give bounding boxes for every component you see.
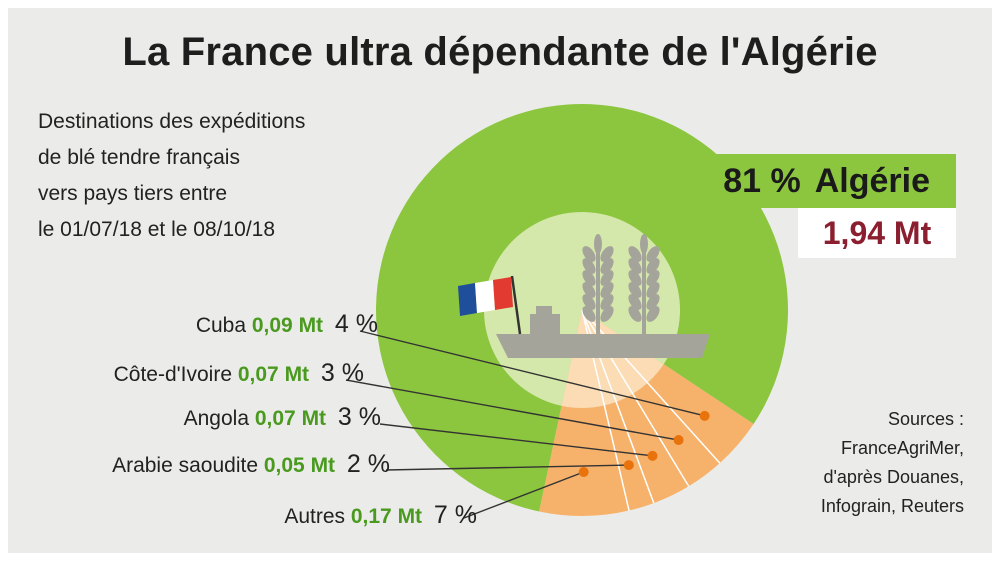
leader-dot — [578, 466, 589, 477]
leader-line — [385, 464, 629, 471]
wheat-right-grain — [628, 282, 642, 298]
sources-line: Sources : — [887, 409, 964, 429]
wheat-right-grain — [628, 258, 642, 274]
leader-dot — [623, 460, 634, 471]
label-cuba: Cuba 0,09 Mt 4 % — [196, 310, 378, 339]
subtitle-line: de blé tendre français — [38, 146, 240, 169]
slice-volume: 0,09 Mt — [251, 314, 324, 337]
wheat-left-grain — [582, 282, 596, 298]
chart-subtitle: Destinations des expéditions de blé tend… — [38, 104, 398, 248]
wheat-right-tip — [640, 234, 648, 254]
ship-illustration — [458, 234, 710, 358]
leader-dot — [647, 450, 658, 461]
subtitle-line: vers pays tiers entre — [38, 182, 228, 205]
wheat-left-grain — [582, 258, 596, 274]
slice-pct: 7 % — [433, 501, 477, 529]
wheat-right-grain — [646, 306, 660, 322]
label-arabie-saoudite: Arabie saoudite 0,05 Mt 2 % — [112, 450, 390, 479]
chart-title: La France ultra dépendante de l'Algérie — [122, 30, 878, 74]
wheat-left-grain — [600, 306, 614, 322]
wheat-left-grain — [600, 270, 614, 286]
wheat-left-grain — [582, 294, 596, 310]
wheat-left-grain — [582, 270, 596, 286]
algeria-name: Algérie — [814, 161, 930, 200]
slice-pct: 4 % — [334, 310, 378, 338]
wheat-left-grain — [600, 258, 614, 274]
ship-bridge-top — [536, 306, 552, 314]
leader-line — [359, 330, 705, 417]
ship-hull — [496, 334, 710, 358]
label-angola: Angola 0,07 Mt 3 % — [184, 403, 381, 432]
sources-line: d'après Douanes, — [823, 467, 964, 487]
slice-pct: 2 % — [346, 450, 390, 478]
wheat-left-grain — [600, 282, 614, 298]
leader-line — [463, 471, 584, 519]
wheat-right-grain — [628, 306, 642, 322]
slice-volume: 0,07 Mt — [254, 407, 327, 430]
label-autres: Autres 0,17 Mt 7 % — [284, 501, 477, 530]
ship-bridge — [530, 314, 560, 334]
wheat-right-grain — [646, 258, 660, 274]
slice-name: Cuba — [195, 314, 247, 337]
infographic: La France ultra dépendante de l'Algérie … — [8, 8, 992, 553]
wheat-left-tip — [594, 234, 602, 254]
wheat-right-grain — [646, 282, 660, 298]
flag-mast — [510, 275, 522, 335]
slice-name: Angola — [183, 407, 250, 430]
wheat-left-grain — [600, 246, 614, 262]
slice-name: Côte-d'Ivoire — [113, 363, 233, 386]
sources-line: FranceAgriMer, — [840, 438, 964, 458]
slice-volume: 0,05 Mt — [263, 454, 336, 477]
slice-pct: 3 % — [320, 359, 364, 387]
sources-note: Sources : FranceAgriMer, d'après Douanes… — [764, 405, 964, 521]
wheat-right-grain — [646, 246, 660, 262]
label-cote-divoire: Côte-d'Ivoire 0,07 Mt 3 % — [114, 359, 364, 388]
slice-volume: 0,17 Mt — [350, 505, 423, 528]
leader-dot — [699, 410, 710, 421]
algeria-volume: 1,94 Mt — [798, 208, 956, 258]
leader-line — [379, 423, 653, 457]
wheat-right-grain — [628, 270, 642, 286]
wheat-right-grain — [628, 246, 642, 262]
algeria-pct: 81 % — [723, 161, 801, 200]
sources-line: Infograin, Reuters — [820, 496, 964, 516]
slice-volume: 0,07 Mt — [237, 363, 310, 386]
wheat-right-grain — [628, 294, 642, 310]
slice-pct: 3 % — [337, 403, 381, 431]
subtitle-line: le 01/07/18 et le 08/10/18 — [38, 218, 276, 241]
wheat-right-grain — [646, 294, 660, 310]
leader-line — [345, 379, 679, 441]
wheat-left-grain — [582, 246, 596, 262]
donut-chart — [345, 104, 788, 519]
algeria-callout: 81 % Algérie — [680, 154, 956, 208]
flag-white — [475, 280, 495, 313]
flag-red — [493, 277, 513, 310]
subtitle-line: Destinations des expéditions — [38, 110, 306, 133]
wheat-left-grain — [600, 294, 614, 310]
slice-5 — [539, 310, 630, 516]
wheat-left-grain — [582, 306, 596, 322]
wheat-right-grain — [646, 270, 660, 286]
slice-name: Arabie saoudite — [112, 454, 259, 477]
leader-dot — [673, 435, 684, 446]
slice-name: Autres — [284, 505, 346, 528]
flag-blue — [458, 283, 477, 316]
